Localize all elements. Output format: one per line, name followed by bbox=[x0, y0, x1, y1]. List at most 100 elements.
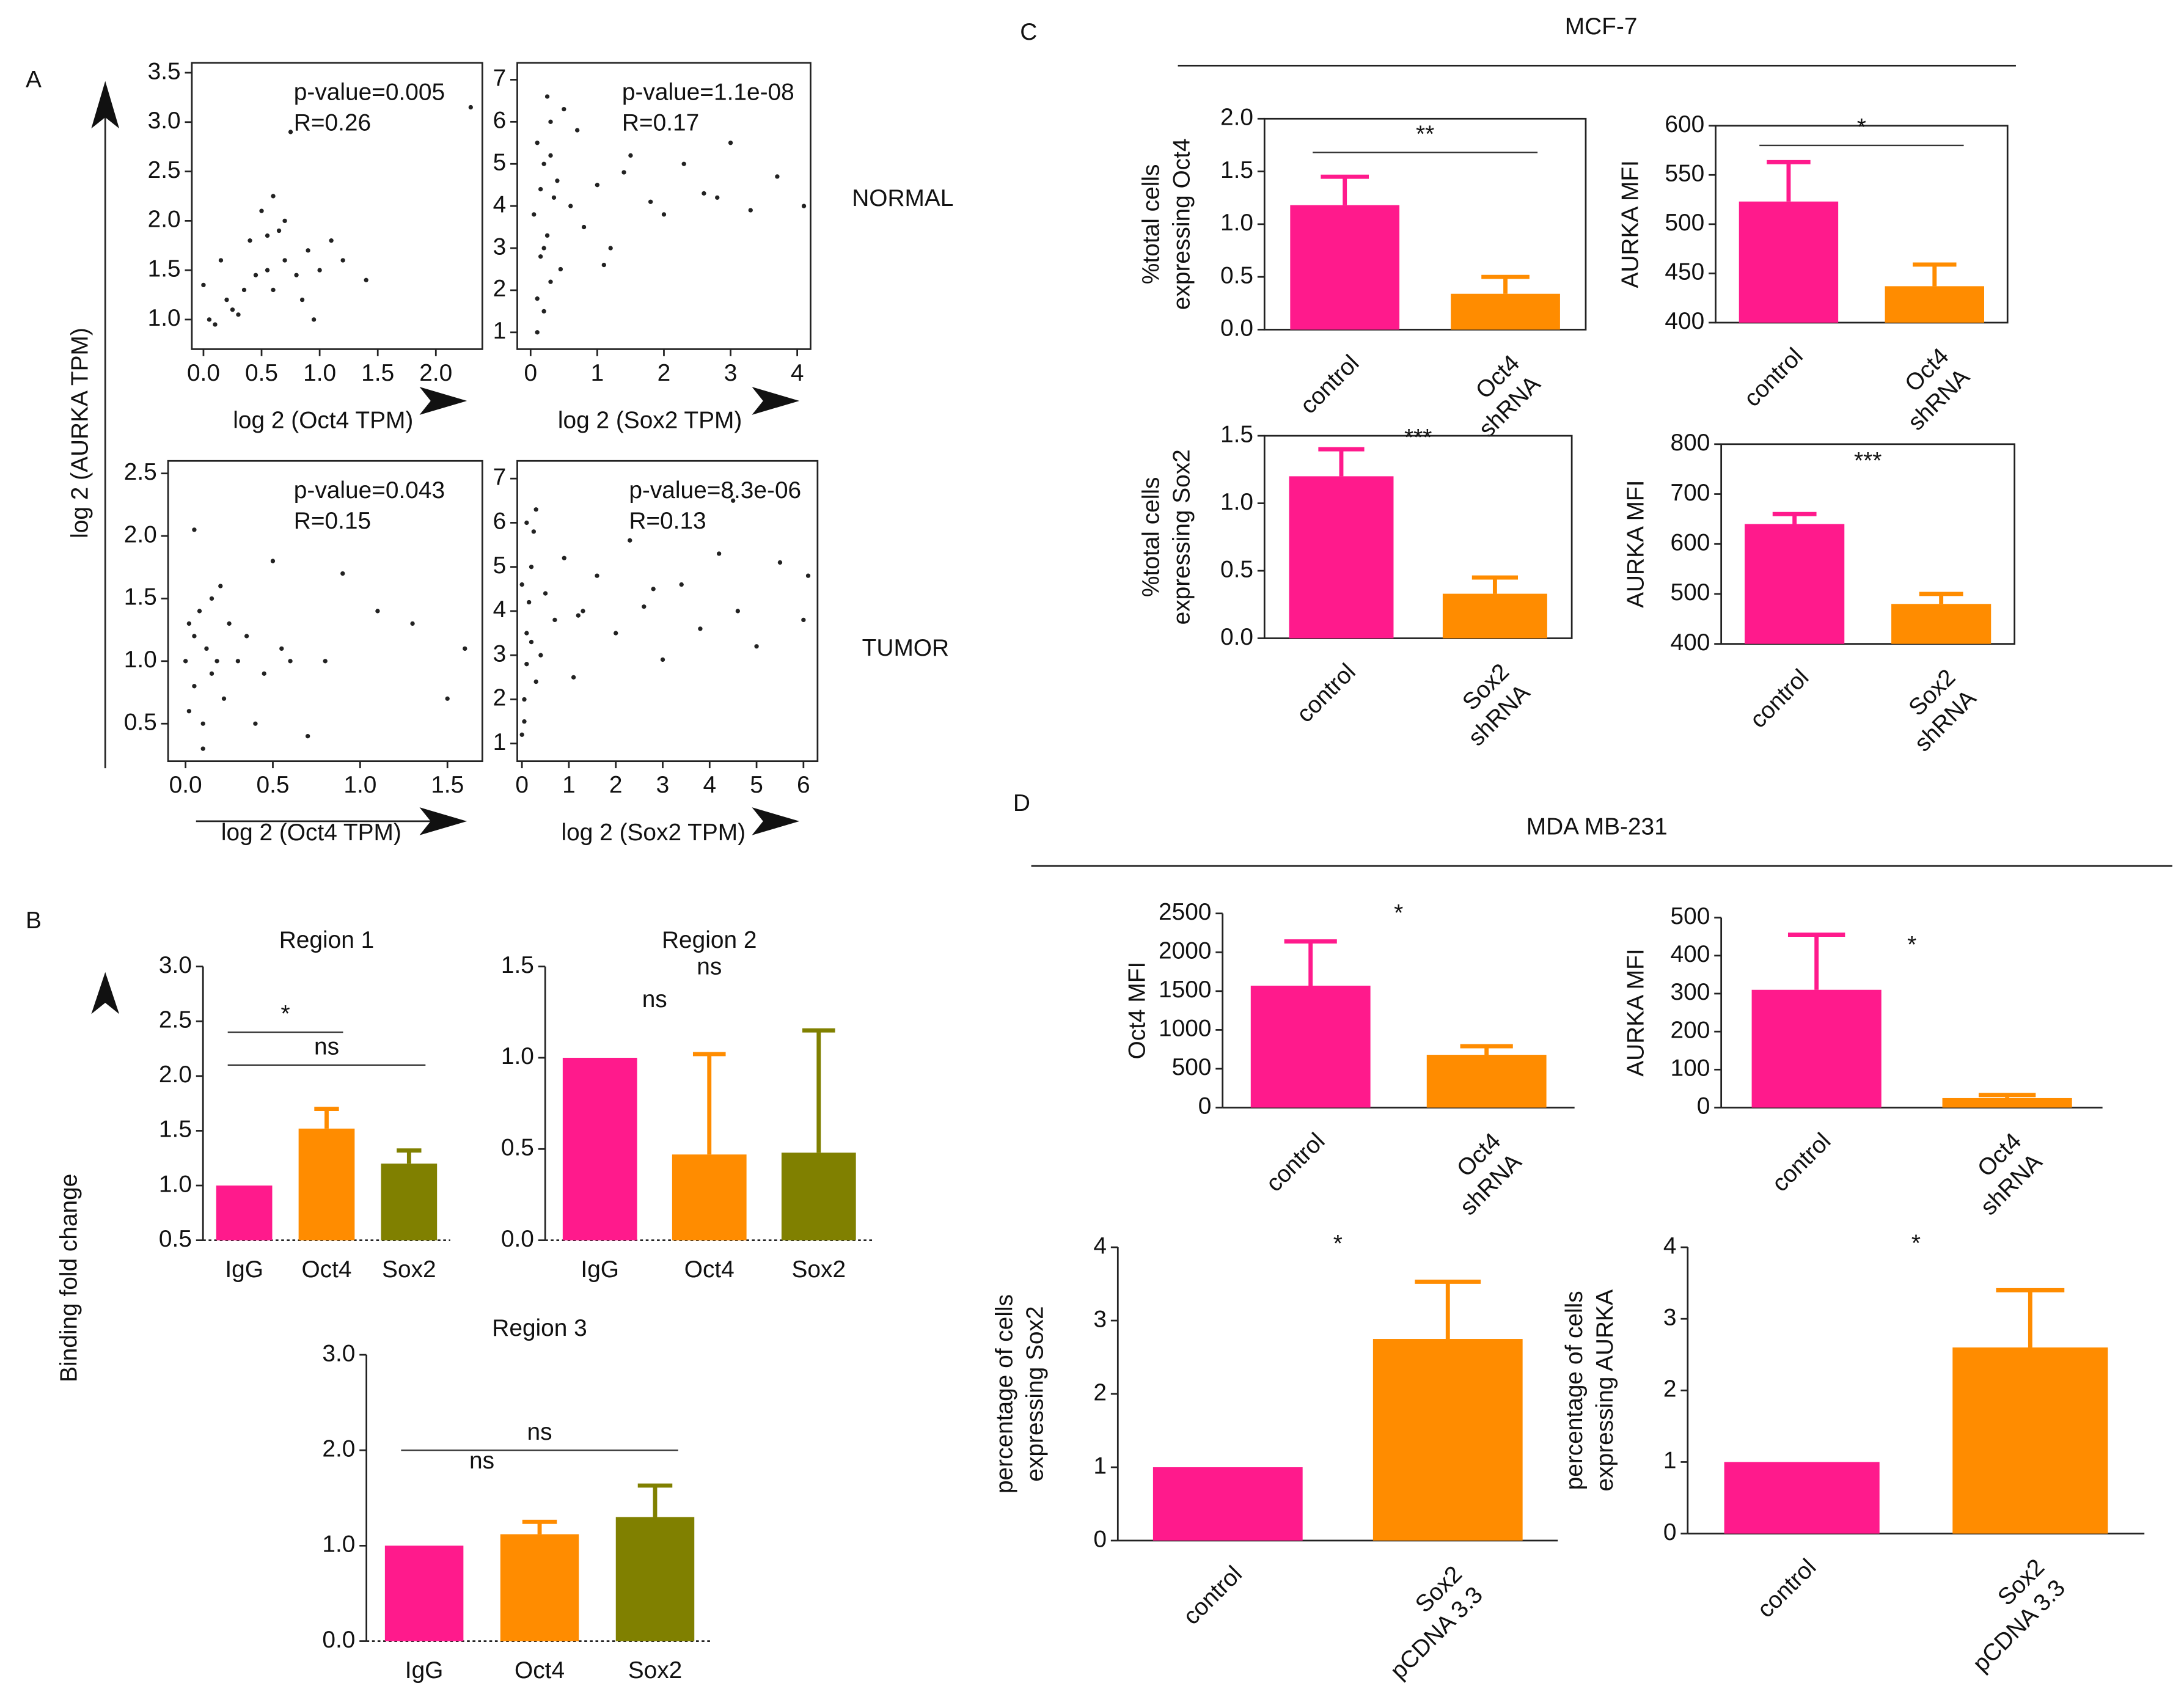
error-bar bbox=[1284, 939, 1337, 986]
row-label: NORMAL bbox=[852, 185, 953, 211]
y-tick-label: 0.0 bbox=[1220, 624, 1253, 650]
chart-title: Region 1 bbox=[279, 927, 375, 953]
y-tick-label: 0 bbox=[1093, 1526, 1107, 1552]
significance-label: * bbox=[1333, 1231, 1343, 1257]
point bbox=[541, 246, 546, 251]
x-tick-label: 0 bbox=[524, 360, 537, 386]
point bbox=[548, 119, 553, 124]
plot-frame bbox=[1263, 434, 1573, 639]
point bbox=[527, 599, 532, 605]
y-tick-label: 2000 bbox=[1159, 938, 1211, 964]
y-tick-label: 1.5 bbox=[148, 255, 181, 282]
point bbox=[529, 565, 534, 570]
point bbox=[535, 330, 540, 335]
point bbox=[608, 246, 613, 251]
bar bbox=[1751, 989, 1882, 1108]
bar bbox=[1891, 604, 1992, 644]
point bbox=[661, 212, 667, 217]
y-tick-label: 500 bbox=[1172, 1054, 1212, 1080]
significance-label: *** bbox=[1404, 425, 1432, 451]
point bbox=[529, 639, 534, 645]
y-tick-label: 0.0 bbox=[501, 1226, 534, 1252]
y-axis-label-line: expressing AURKA bbox=[1592, 1289, 1619, 1491]
point bbox=[271, 287, 276, 293]
point bbox=[601, 262, 606, 268]
annotation: R=0.26 bbox=[294, 110, 371, 136]
point bbox=[218, 258, 224, 263]
y-tick-label: 2 bbox=[493, 685, 507, 711]
point bbox=[535, 141, 540, 145]
y-tick-label: 500 bbox=[1671, 903, 1710, 929]
y-tick-label: 800 bbox=[1671, 430, 1710, 456]
bar bbox=[1745, 524, 1845, 644]
point bbox=[323, 659, 328, 664]
y-tick-label: 1.0 bbox=[159, 1171, 192, 1197]
point bbox=[715, 195, 720, 200]
point bbox=[595, 573, 599, 578]
annotation: R=0.13 bbox=[629, 508, 706, 534]
error-bar bbox=[1978, 1093, 2036, 1098]
error-bar bbox=[1460, 1044, 1513, 1055]
point bbox=[544, 233, 550, 238]
point bbox=[679, 582, 684, 587]
point bbox=[702, 191, 706, 196]
point bbox=[544, 94, 550, 99]
x-tick-label: 0.0 bbox=[169, 772, 202, 798]
x-tick-label: 4 bbox=[703, 772, 716, 798]
point bbox=[555, 178, 560, 183]
x-tick-label: 0.0 bbox=[187, 360, 220, 386]
y-tick-label: 5 bbox=[493, 149, 507, 175]
y-tick-label: 1.0 bbox=[148, 305, 181, 331]
y-tick-label: 0.0 bbox=[322, 1627, 355, 1653]
error-bar bbox=[1919, 592, 1963, 604]
x-tick-label: 1 bbox=[562, 772, 576, 798]
y-tick-label: 0 bbox=[1663, 1519, 1677, 1545]
x-tick-label: 4 bbox=[791, 360, 804, 386]
point bbox=[218, 584, 223, 588]
group-title: MDA MB-231 bbox=[1526, 814, 1668, 840]
x-tick-label: Oct4 bbox=[515, 1657, 565, 1684]
point bbox=[183, 659, 188, 664]
y-axis-label-line: expressing Sox2 bbox=[1022, 1306, 1049, 1481]
point bbox=[728, 141, 733, 145]
y-tick-label: 1.5 bbox=[1220, 157, 1253, 183]
point bbox=[305, 734, 310, 739]
y-tick-label: 1.0 bbox=[124, 647, 157, 673]
bar bbox=[1952, 1347, 2108, 1534]
significance-label: ns bbox=[469, 1448, 494, 1474]
point bbox=[801, 617, 806, 623]
bar bbox=[615, 1517, 695, 1641]
point bbox=[735, 609, 741, 614]
point bbox=[533, 507, 538, 512]
bar bbox=[562, 1057, 637, 1241]
y-tick-label: 5 bbox=[493, 552, 507, 579]
point bbox=[197, 609, 202, 614]
point bbox=[748, 208, 753, 213]
bar bbox=[384, 1545, 464, 1641]
point bbox=[340, 258, 345, 263]
point bbox=[213, 322, 218, 327]
point bbox=[538, 653, 543, 658]
bar bbox=[216, 1186, 273, 1241]
y-tick-label: 2 bbox=[493, 276, 507, 302]
x-tick-label: 1 bbox=[591, 360, 604, 386]
bar bbox=[1942, 1098, 2072, 1108]
y-axis-label-line: Oct4 MFI bbox=[1124, 962, 1151, 1060]
bar bbox=[1885, 286, 1984, 323]
point bbox=[259, 208, 264, 213]
point bbox=[648, 199, 653, 204]
y-axis-label-line: expressing Sox2 bbox=[1169, 449, 1195, 625]
point bbox=[247, 238, 252, 243]
bar bbox=[1724, 1462, 1880, 1534]
y-tick-label: 2.0 bbox=[124, 521, 157, 548]
y-axis-label: AURKA MFI bbox=[1623, 480, 1649, 608]
y-tick-label: 1.5 bbox=[159, 1116, 192, 1143]
x-tick-label: 1.0 bbox=[303, 360, 336, 386]
point bbox=[558, 266, 563, 272]
x-axis-label: log 2 (Oct4 TPM) bbox=[221, 819, 401, 846]
significance-label: ns bbox=[314, 1034, 339, 1060]
point bbox=[329, 238, 334, 243]
y-tick-label: 1 bbox=[1093, 1453, 1107, 1479]
point bbox=[224, 297, 229, 302]
y-tick-label: 4 bbox=[1093, 1233, 1107, 1259]
